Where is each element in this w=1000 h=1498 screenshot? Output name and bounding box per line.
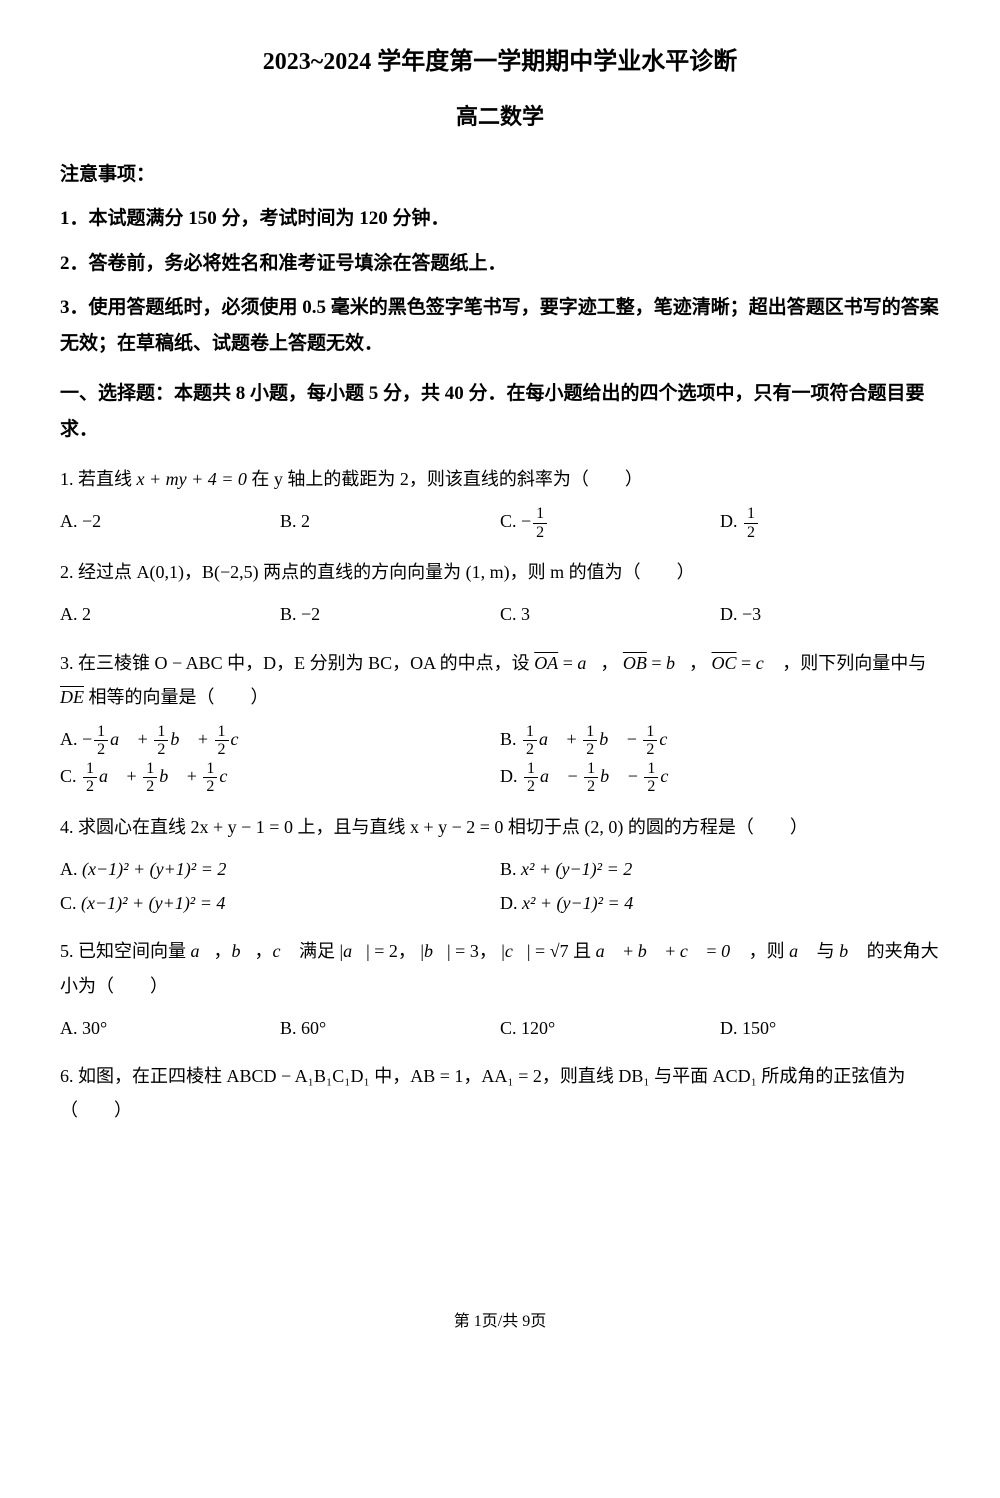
- q2-c-val: 3: [521, 604, 530, 624]
- q3a-d3: 2: [215, 741, 229, 759]
- q3c-n3: 1: [203, 760, 217, 779]
- q5-stem-c: ，则: [749, 941, 790, 961]
- q2-opt-c: C. 3: [500, 597, 720, 631]
- q2-opt-a: A. 2: [60, 597, 280, 631]
- q3b-d1: 2: [523, 741, 537, 759]
- q1-opt-b: B. 2: [280, 504, 500, 541]
- q4-opt-b: B. x² + (y−1)² = 2: [500, 852, 940, 886]
- notice-head: 注意事项：: [60, 157, 940, 193]
- q2-b-val: −2: [301, 604, 320, 624]
- question-6: 6. 如图，在正四棱柱 ABCD − A₁B₁C₁D₁ 中，AB = 1，AA₁…: [60, 1059, 940, 1127]
- q1-opt-d: D. 12: [720, 504, 940, 541]
- q3b-n2: 1: [583, 723, 597, 742]
- q4-c-val: (x−1)² + (y+1)² = 4: [81, 893, 225, 913]
- q1-d-den: 2: [744, 524, 758, 542]
- q3d-n3: 1: [644, 760, 658, 779]
- q3a-d2: 2: [154, 741, 168, 759]
- q3a-n2: 1: [154, 723, 168, 742]
- q3b-d3: 2: [643, 741, 657, 759]
- q3-oc: OC: [712, 653, 737, 673]
- q3c-d1: 2: [83, 778, 97, 796]
- q1-c-num: 1: [533, 505, 547, 524]
- q3-de: DE: [60, 687, 84, 707]
- q3a-d1: 2: [94, 741, 108, 759]
- q3c-n1: 1: [83, 760, 97, 779]
- question-5: 5. 已知空间向量 a⃗，b⃗，c⃗ 满足 |a⃗| = 2， |b⃗| = 3…: [60, 934, 940, 1002]
- q3d-d1: 2: [524, 778, 538, 796]
- question-4: 4. 求圆心在直线 2x + y − 1 = 0 上，且与直线 x + y − …: [60, 810, 940, 844]
- q5-opt-b: B. 60°: [280, 1011, 500, 1045]
- q1-expr: x + my + 4 = 0: [137, 469, 247, 489]
- q1-b-val: 2: [301, 511, 310, 531]
- question-3: 3. 在三棱锥 O − ABC 中，D，E 分别为 BC，OA 的中点，设 OA…: [60, 646, 940, 714]
- q3-opt-a: A. −12a⃗ + 12b⃗ + 12c⃗: [60, 722, 500, 759]
- q5-a-val: 30°: [82, 1018, 107, 1038]
- q3b-d2: 2: [583, 741, 597, 759]
- q1-opt-c: C. −12: [500, 504, 720, 541]
- q3b-n1: 1: [523, 723, 537, 742]
- q4-opt-a: A. (x−1)² + (y+1)² = 2: [60, 852, 500, 886]
- q3-stem-b: ，则下列向量中与: [782, 653, 926, 673]
- q1-stem-b: 在 y 轴上的截距为 2，则该直线的斜率为（ ）: [247, 469, 643, 489]
- q4-b-val: x² + (y−1)² = 2: [521, 859, 632, 879]
- question-1: 1. 若直线 x + my + 4 = 0 在 y 轴上的截距为 2，则该直线的…: [60, 462, 940, 496]
- q3c-d3: 2: [203, 778, 217, 796]
- q3d-n1: 1: [524, 760, 538, 779]
- q3-stem-c: 相等的向量是（ ）: [89, 687, 269, 707]
- question-2: 2. 经过点 A(0,1)，B(−2,5) 两点的直线的方向向量为 (1, m)…: [60, 555, 940, 589]
- q4-options: A. (x−1)² + (y+1)² = 2 B. x² + (y−1)² = …: [60, 852, 940, 920]
- q3d-n2: 1: [584, 760, 598, 779]
- q3d-d2: 2: [584, 778, 598, 796]
- q2-options: A. 2 B. −2 C. 3 D. −3: [60, 597, 940, 631]
- q3-ob: OB: [623, 653, 647, 673]
- q3-opt-b: B. 12a⃗ + 12b⃗ − 12c⃗: [500, 722, 940, 759]
- q5-c-val: 120°: [521, 1018, 555, 1038]
- q5-mc: √7: [550, 941, 569, 961]
- page-title: 2023~2024 学年度第一学期期中学业水平诊断: [60, 40, 940, 86]
- page-subtitle: 高二数学: [60, 96, 940, 138]
- q4-d-val: x² + (y−1)² = 4: [522, 893, 633, 913]
- q5-opt-c: C. 120°: [500, 1011, 720, 1045]
- notice-2: 2．答卷前，务必将姓名和准考证号填涂在答题纸上．: [60, 246, 940, 282]
- q2-opt-b: B. −2: [280, 597, 500, 631]
- q5-ma: 2: [389, 941, 398, 961]
- q4-opt-d: D. x² + (y−1)² = 4: [500, 886, 940, 920]
- q3-stem-a: 3. 在三棱锥 O − ABC 中，D，E 分别为 BC，OA 的中点，设: [60, 653, 534, 673]
- q1-opt-a: A. −2: [60, 504, 280, 541]
- q5-options: A. 30° B. 60° C. 120° D. 150°: [60, 1011, 940, 1045]
- q5-opt-a: A. 30°: [60, 1011, 280, 1045]
- q3-options: A. −12a⃗ + 12b⃗ + 12c⃗ B. 12a⃗ + 12b⃗ − …: [60, 722, 940, 796]
- q2-a-val: 2: [82, 604, 91, 624]
- notice-1: 1．本试题满分 150 分，考试时间为 120 分钟．: [60, 201, 940, 237]
- page-footer: 第 1页/共 9页: [60, 1307, 940, 1337]
- section-1-header: 一、选择题：本题共 8 小题，每小题 5 分，共 40 分．在每小题给出的四个选…: [60, 376, 940, 448]
- q1-c-den: 2: [533, 524, 547, 542]
- notice-3: 3．使用答题纸时，必须使用 0.5 毫米的黑色签字笔书写，要字迹工整，笔迹清晰；…: [60, 290, 940, 362]
- q2-opt-d: D. −3: [720, 597, 940, 631]
- q4-a-val: (x−1)² + (y+1)² = 2: [82, 859, 226, 879]
- q3b-n3: 1: [643, 723, 657, 742]
- q4-opt-c: C. (x−1)² + (y+1)² = 4: [60, 886, 500, 920]
- q3d-d3: 2: [644, 778, 658, 796]
- q1-options: A. −2 B. 2 C. −12 D. 12: [60, 504, 940, 541]
- q1-d-num: 1: [744, 505, 758, 524]
- q3c-d2: 2: [143, 778, 157, 796]
- q5-mb: 3: [470, 941, 479, 961]
- q2-d-val: −3: [742, 604, 761, 624]
- q3-opt-c: C. 12a⃗ + 12b⃗ + 12c⃗: [60, 759, 500, 796]
- q1-stem-a: 1. 若直线: [60, 469, 137, 489]
- q3c-n2: 1: [143, 760, 157, 779]
- q3a-n1: 1: [94, 723, 108, 742]
- q3-oa: OA: [534, 653, 558, 673]
- q1-a-val: −2: [82, 511, 101, 531]
- q5-opt-d: D. 150°: [720, 1011, 940, 1045]
- q3-opt-d: D. 12a⃗ − 12b⃗ − 12c⃗: [500, 759, 940, 796]
- q5-stem-a: 5. 已知空间向量: [60, 941, 191, 961]
- q5-stem-b: 满足: [299, 941, 340, 961]
- q3a-n3: 1: [215, 723, 229, 742]
- q5-d-val: 150°: [742, 1018, 776, 1038]
- q5-b-val: 60°: [301, 1018, 326, 1038]
